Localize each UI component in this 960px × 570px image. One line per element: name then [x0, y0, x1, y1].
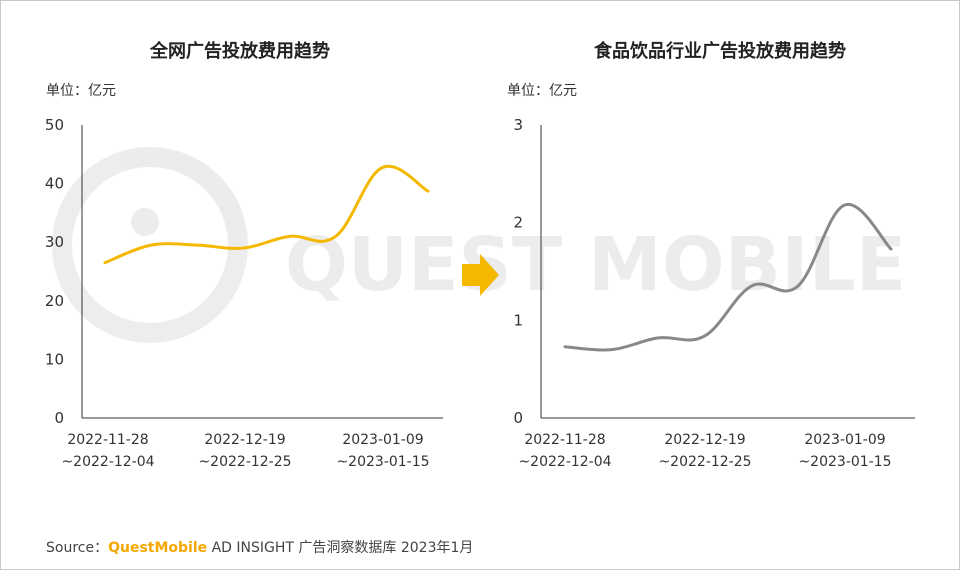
y-tick-label: 50: [45, 116, 64, 134]
watermark: QUEST MOBILE: [52, 147, 906, 343]
x-tick-label-range-end: ~2022-12-04: [518, 454, 611, 470]
watermark-logo-dot: [131, 208, 159, 236]
chart-title-total: 全网广告投放费用趋势: [150, 41, 330, 62]
x-tick-label-range-end: ~2022-12-04: [61, 454, 154, 470]
y-tick-label: 0: [54, 409, 64, 427]
x-tick-label-range-end: ~2023-01-15: [336, 454, 429, 470]
y-tick-label: 1: [513, 311, 523, 329]
series-line: [563, 203, 893, 352]
y-tick-label: 30: [45, 233, 64, 251]
chart-title-food-beverage: 食品饮品行业广告投放费用趋势: [594, 41, 846, 62]
y-tick-label: 3: [513, 116, 523, 134]
arrow-right-icon: [462, 254, 499, 296]
series-line: [103, 164, 430, 265]
watermark-text: QUEST MOBILE: [285, 222, 906, 308]
x-tick-label: 2023-01-09: [804, 432, 885, 448]
y-tick-label: 20: [45, 292, 64, 310]
source-note: Source：QuestMobile AD INSIGHT 广告洞察数据库 20…: [46, 537, 473, 557]
unit-label-total: 单位：亿元: [46, 83, 116, 99]
x-tick-label: 2023-01-09: [342, 432, 423, 448]
source-brand: QuestMobile: [108, 540, 208, 556]
watermark-logo-ring: [52, 147, 248, 343]
y-tick-label: 2: [513, 214, 523, 232]
source-prefix: Source：: [46, 540, 109, 556]
chart-total-ad-spend: 0 10 20 30 40 50 2022-11-28 ~2022-12-04 2022-12-…: [45, 116, 443, 470]
x-tick-label: 2022-12-19: [204, 432, 285, 448]
x-tick-label: 2022-12-19: [664, 432, 745, 448]
chart-food-beverage-ad-spend: 0 1 2 3 2022-11-28 ~2022-12-04 2022-12-19 ~2022…: [513, 116, 915, 470]
x-tick-label-range-end: ~2022-12-25: [198, 454, 291, 470]
x-tick-label-range-end: ~2023-01-15: [798, 454, 891, 470]
unit-label-food-beverage: 单位：亿元: [507, 83, 577, 99]
y-tick-label: 0: [513, 409, 523, 427]
x-tick-label: 2022-11-28: [67, 432, 148, 448]
x-tick-label: 2022-11-28: [524, 432, 605, 448]
x-tick-label-range-end: ~2022-12-25: [658, 454, 751, 470]
y-tick-label: 40: [45, 175, 64, 193]
source-rest: AD INSIGHT 广告洞察数据库 2023年1月: [207, 540, 474, 556]
y-tick-label: 10: [45, 350, 64, 368]
